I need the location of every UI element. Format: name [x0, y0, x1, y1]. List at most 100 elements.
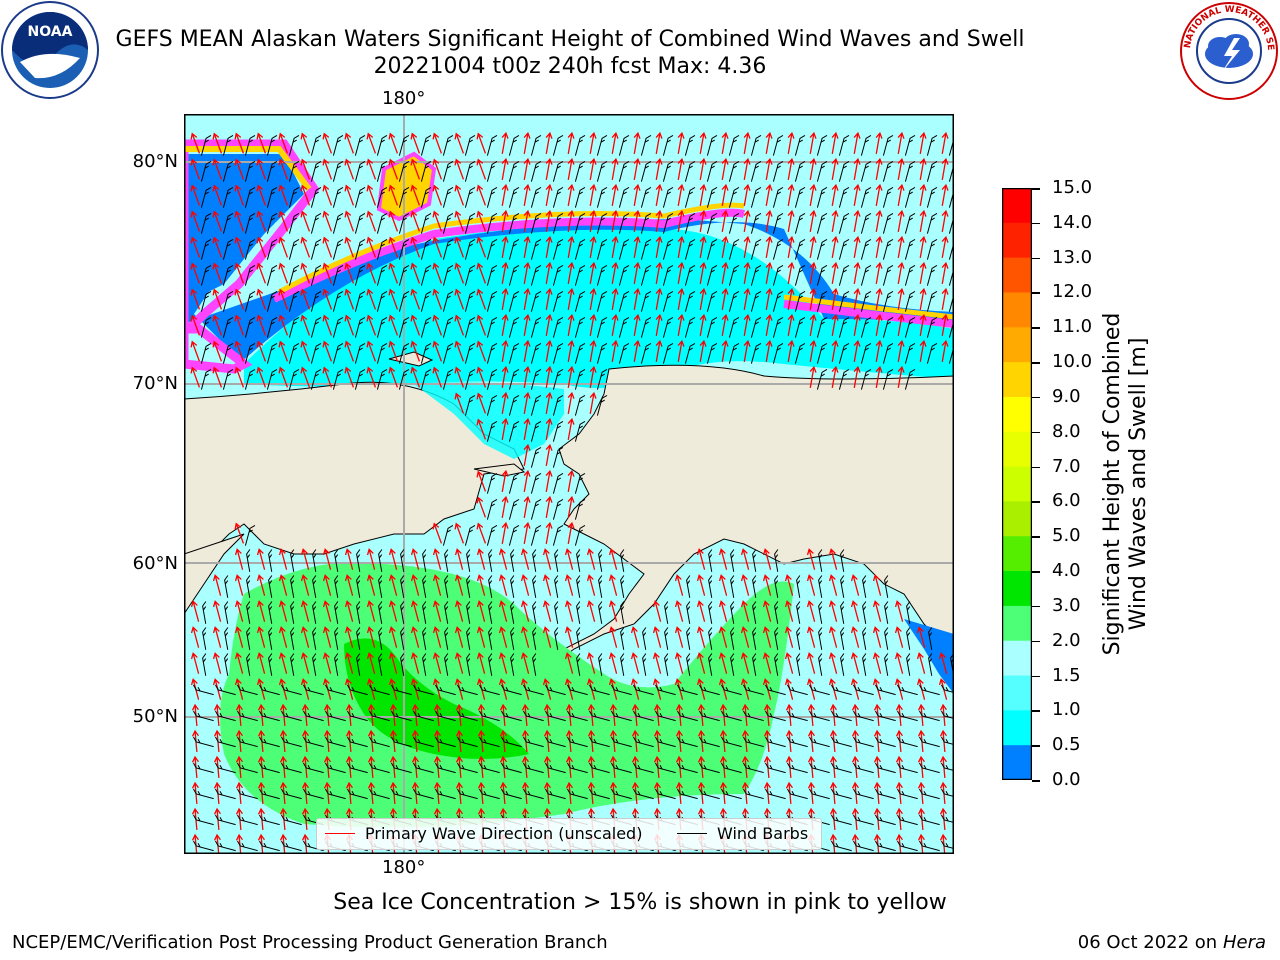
- wind-barb: [552, 291, 564, 312]
- colorbar-tick-label: 4.0: [1052, 560, 1081, 582]
- wind-barb: [860, 265, 872, 286]
- wind-barb: [479, 710, 500, 722]
- wind-barb: [508, 369, 520, 390]
- wave-arrow: [564, 600, 574, 622]
- wind-barb: [325, 710, 346, 722]
- wave-arrow: [897, 183, 905, 206]
- wave-arrow: [432, 262, 443, 284]
- colorbar-segment: [1002, 292, 1032, 328]
- wave-arrow: [762, 600, 772, 622]
- wave-arrow: [256, 314, 267, 336]
- wind-barb: [501, 710, 522, 722]
- wave-arrow: [919, 183, 927, 206]
- wave-arrow: [476, 626, 486, 648]
- wind-barb: [488, 653, 493, 676]
- wave-arrow: [699, 183, 707, 206]
- colorbar-tick-label: 15.0: [1052, 177, 1093, 198]
- wave-arrow: [696, 626, 706, 648]
- wave-arrow: [278, 262, 289, 284]
- wind-barb: [303, 788, 324, 800]
- wind-barb: [200, 317, 212, 338]
- wind-barb: [532, 549, 537, 572]
- wave-arrow: [941, 339, 949, 362]
- wave-arrow: [476, 392, 487, 414]
- wave-arrow: [677, 183, 685, 206]
- wave-arrow: [234, 600, 244, 622]
- wind-barb: [193, 762, 214, 774]
- wind-barb: [288, 369, 300, 390]
- wave-arrow: [850, 574, 860, 596]
- wind-barb: [244, 525, 256, 546]
- wind-barb: [706, 187, 718, 208]
- wave-arrow: [278, 340, 289, 362]
- wave-arrow: [633, 261, 641, 284]
- wind-barb: [860, 187, 872, 208]
- wave-arrow: [677, 313, 685, 336]
- wave-arrow: [633, 157, 641, 180]
- wave-arrow: [234, 626, 244, 648]
- wind-barb: [684, 291, 696, 312]
- wind-barb: [853, 840, 874, 852]
- wind-barb: [809, 788, 830, 800]
- wind-barb: [442, 317, 454, 338]
- wind-barb: [508, 265, 520, 286]
- wave-arrow: [322, 626, 332, 648]
- wave-arrow: [190, 184, 201, 206]
- wind-barb: [838, 317, 850, 338]
- wind-barb: [486, 239, 498, 260]
- wave-arrow: [633, 183, 641, 206]
- wind-barb: [596, 369, 608, 390]
- wave-arrow: [523, 339, 531, 362]
- wave-arrow: [322, 314, 333, 336]
- wave-arrow: [344, 574, 354, 596]
- colorbar-segment: [1002, 501, 1032, 537]
- wave-arrow: [410, 262, 421, 284]
- wave-arrow: [410, 626, 420, 648]
- wave-arrow: [875, 313, 883, 336]
- wind-barb: [919, 710, 940, 722]
- wind-barb: [420, 239, 432, 260]
- wave-arrow: [523, 391, 531, 414]
- wind-barb: [662, 343, 674, 364]
- wind-barb: [875, 710, 896, 722]
- wind-barb: [904, 291, 916, 312]
- wave-arrow: [919, 157, 927, 180]
- wave-arrow: [454, 652, 464, 674]
- wind-barb: [640, 161, 652, 182]
- wind-barb: [501, 736, 522, 748]
- wind-barb: [444, 627, 449, 650]
- wind-barb: [400, 627, 405, 650]
- wind-barb: [574, 161, 586, 182]
- wave-arrow: [608, 548, 618, 570]
- legend-wave-direction: Primary Wave Direction (unscaled): [325, 824, 642, 843]
- wind-barb: [838, 265, 850, 286]
- wind-barb: [765, 762, 786, 774]
- wave-arrow: [894, 652, 904, 674]
- wind-barb: [765, 684, 786, 696]
- wave-arrow: [652, 626, 662, 648]
- wind-barb: [897, 788, 918, 800]
- wave-arrow: [831, 313, 839, 336]
- wave-arrow: [718, 548, 728, 570]
- wave-arrow: [190, 158, 201, 180]
- wind-barb: [420, 161, 432, 182]
- wind-barb: [904, 213, 916, 234]
- wind-barb: [369, 762, 390, 774]
- wind-barb: [884, 575, 889, 598]
- wind-barb: [420, 135, 432, 156]
- wave-arrow: [567, 521, 575, 544]
- wind-barb: [794, 161, 806, 182]
- wave-arrow: [567, 365, 575, 388]
- wave-arrow: [564, 652, 574, 674]
- wind-barb: [708, 653, 713, 676]
- wind-barb: [618, 343, 630, 364]
- wave-arrow: [190, 288, 201, 310]
- wave-arrow: [718, 626, 728, 648]
- wind-barb: [259, 762, 280, 774]
- wind-barb: [882, 187, 894, 208]
- wave-arrow: [523, 495, 531, 518]
- wave-arrow: [831, 287, 839, 310]
- wave-arrow: [344, 314, 355, 336]
- colorbar-segment: [1002, 745, 1032, 780]
- wave-arrow: [831, 209, 839, 232]
